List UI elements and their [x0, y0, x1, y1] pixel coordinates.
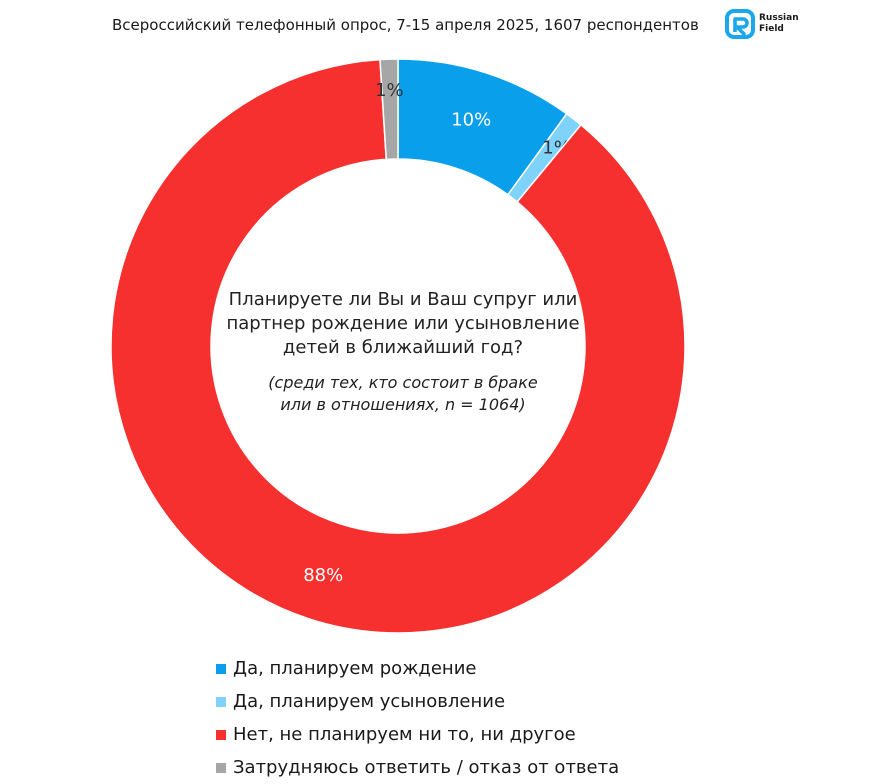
legend-item: Да, планируем усыновление [216, 685, 619, 718]
question-line: Планируете ли Вы и Ваш супруг или [228, 289, 578, 310]
chart-center-text: Планируете ли Вы и Ваш супруг или партне… [218, 288, 588, 416]
chart-subtitle: (среди тех, кто состоит в браке или в от… [218, 372, 588, 416]
legend-label: Нет, не планируем ни то, ни другое [233, 724, 576, 745]
donut-data-label: 1% [375, 80, 404, 101]
logo-text: Russian Field [759, 13, 799, 35]
question-line: детей в ближайший год? [282, 337, 524, 358]
logo-text-line2: Field [759, 24, 784, 34]
page-title: Всероссийский телефонный опрос, 7-15 апр… [112, 16, 699, 34]
chart-question: Планируете ли Вы и Ваш супруг или партне… [218, 288, 588, 360]
legend-item: Затрудняюсь ответить / отказ от ответа [216, 751, 619, 784]
chart-legend: Да, планируем рождение Да, планируем усы… [216, 652, 619, 784]
donut-data-label: 88% [303, 565, 343, 586]
donut-chart: 10%1%88%1% [110, 58, 686, 634]
subtitle-line: или в отношениях, n = 1064) [280, 395, 526, 414]
legend-label: Да, планируем усыновление [233, 691, 506, 712]
donut-slice [379, 58, 399, 161]
legend-label: Затрудняюсь ответить / отказ от ответа [233, 757, 620, 778]
subtitle-line: (среди тех, кто состоит в браке [268, 373, 538, 392]
logo: Russian Field [724, 8, 799, 40]
legend-swatch [216, 762, 226, 773]
legend-item: Нет, не планируем ни то, ни другое [216, 718, 619, 751]
legend-item: Да, планируем рождение [216, 652, 619, 685]
legend-swatch [216, 696, 226, 707]
donut-slice [110, 58, 686, 634]
legend-swatch [216, 729, 226, 740]
question-line: партнер рождение или усыновление [226, 313, 580, 334]
donut-data-label: 10% [451, 110, 491, 131]
legend-label: Да, планируем рождение [233, 658, 477, 679]
logo-text-line1: Russian [759, 13, 799, 23]
legend-swatch [216, 663, 226, 674]
russian-field-logo-icon [725, 9, 755, 39]
